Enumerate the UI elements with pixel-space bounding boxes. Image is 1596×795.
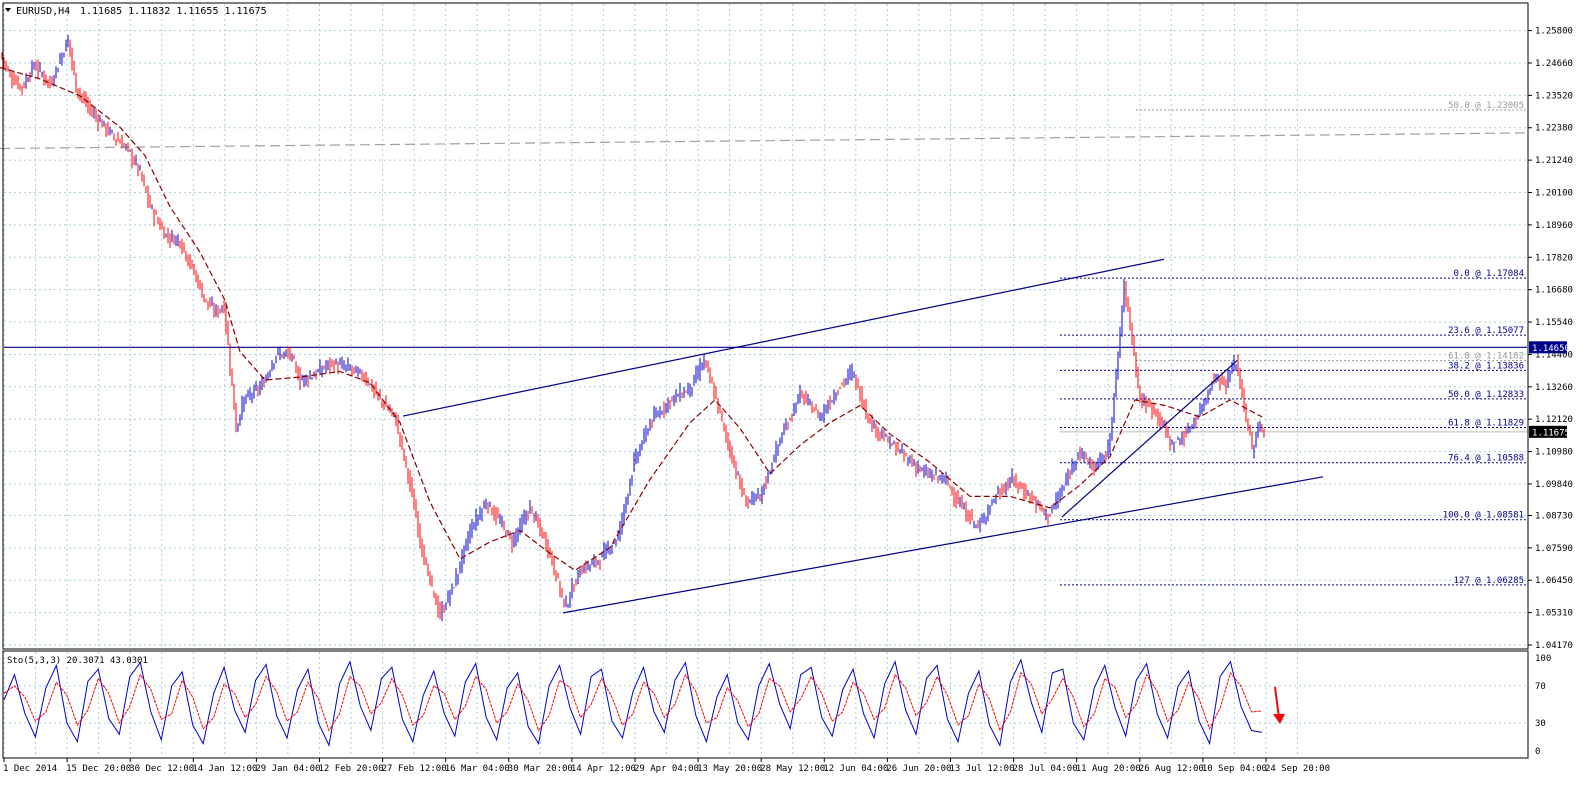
main-chart-frame [2,2,1529,650]
time-axis-label: 12 Feb 20:00 [319,764,384,774]
price-axis-label: 1.13260 [1535,383,1573,393]
fib-level-label: 23.6 @ 1.15077 [1448,326,1524,336]
time-axis-label: 29 Apr 04:00 [634,764,699,774]
time-axis-label: 26 Aug 12:00 [1139,764,1204,774]
price-axis-label: 1.14400 [1535,350,1573,360]
stochastic-frame [2,650,1529,759]
time-axis-label: 10 Sep 04:00 [1202,764,1267,774]
price-axis-label: 1.21240 [1535,156,1573,166]
time-axis-label: 14 Apr 12:00 [571,764,636,774]
time-axis-label: 12 Jun 04:00 [823,764,888,774]
time-axis-label: 16 Mar 04:00 [445,764,510,774]
time-axis-label: 29 Jan 04:00 [255,764,320,774]
time-axis-label: 13 Jul 12:00 [950,764,1015,774]
time-axis-label: 24 Sep 20:00 [1265,764,1330,774]
stochastic-axis-label: 100 [1535,654,1551,664]
price-axis-label: 1.25800 [1535,27,1573,37]
fib-level-label: 50.0 @ 1.23005 [1448,101,1524,111]
stochastic-layer [3,658,1263,748]
price-axis-label: 1.24660 [1535,59,1573,69]
symbol-label: EURUSD,H4 [16,6,70,17]
price-axis-label: 1.06450 [1535,576,1573,586]
price-axis: 1.25800 1.24660 1.23520 1.22380 1.21240 1.201… [1528,27,1573,651]
triangle-down-icon[interactable] [5,8,11,12]
stochastic-main-line [3,658,1263,748]
fib-level-label: 100.0 @ 1.08581 [1443,511,1524,521]
stochastic-axis-label: 30 [1535,719,1546,729]
fib-level-label: 127 @ 1.06285 [1454,576,1524,586]
price-axis-label: 1.12120 [1535,415,1573,425]
price-axis-label: 1.07590 [1535,544,1573,554]
price-layer [1,34,1265,622]
stochastic-signal-line [3,671,1263,732]
fib-level-label: 0.0 @ 1.17084 [1454,269,1524,279]
time-axis-label: 28 May 12:00 [760,764,825,774]
stochastic-axis: 100 70 30 0 [1535,654,1551,757]
stochastic-axis-label: 70 [1535,682,1546,692]
fib-level-label: 61.8 @ 1.14182 [1448,352,1524,362]
grid [3,4,1527,757]
price-axis-label: 1.23520 [1535,91,1573,101]
moving-average-line [0,66,1263,572]
fib-level-label: 50.0 @ 1.12833 [1448,390,1524,400]
trend-channel-line [1061,360,1238,518]
time-axis-label: 11 Aug 20:00 [1076,764,1141,774]
price-axis-label: 1.10980 [1535,448,1573,458]
time-axis-label: 27 Feb 12:00 [382,764,447,774]
down-arrow-icon [1273,686,1285,724]
price-axis-label: 1.20100 [1535,189,1573,199]
fib-level-label: 38.2 @ 1.13836 [1448,361,1524,371]
price-axis-label: 1.18960 [1535,221,1573,231]
price-axis-label: 1.05310 [1535,609,1573,619]
price-tag-background [1529,425,1567,438]
time-axis-label: 30 Mar 20:00 [508,764,573,774]
price-tag-background [1529,341,1567,354]
ohlc-label: 1.11685 1.11832 1.11655 1.11675 [80,6,267,17]
trend-channel-line [402,258,1165,417]
price-tags: 1.14650 1.11675 [1529,341,1570,438]
moving-average-layer [0,66,1263,572]
price-tag-label: 1.14650 [1532,344,1570,354]
fibonacci-levels: 50.0 @ 1.23005 0.0 @ 1.17084 23.6 @ 1.1507… [1060,101,1527,586]
trend-channel-line [562,476,1324,614]
time-axis-label: 30 Dec 12:00 [129,764,194,774]
price-axis-label: 1.09840 [1535,480,1573,490]
time-axis-label: 14 Jan 12:00 [192,764,257,774]
fib-level-label: 76.4 @ 1.10588 [1448,454,1524,464]
fib-level-label: 61.8 @ 1.11829 [1448,418,1524,428]
long-term-average-layer [0,132,1531,150]
price-axis-label: 1.17820 [1535,253,1573,263]
time-axis-label: 1 Dec 2014 [3,764,57,774]
price-axis-label: 1.22380 [1535,124,1573,134]
time-axis-label: 26 Jun 20:00 [886,764,951,774]
price-axis-label: 1.16680 [1535,286,1573,296]
time-axis-label: 28 Jul 04:00 [1013,764,1078,774]
price-axis-label: 1.04170 [1535,641,1573,651]
price-axis-label: 1.08730 [1535,511,1573,521]
horizontal-levels [4,346,1527,433]
time-axis-label: 15 Dec 20:00 [66,764,131,774]
channel-lines [402,258,1324,614]
time-axis-label: 13 May 20:00 [697,764,762,774]
price-axis-label: 1.15540 [1535,318,1573,328]
stochastic-title: Sto(5,3,3) 20.3071 43.0301 [7,656,148,666]
stochastic-axis-label: 0 [1535,747,1540,757]
long-term-average-line [0,132,1531,150]
price-tag-label: 1.11675 [1532,428,1570,438]
